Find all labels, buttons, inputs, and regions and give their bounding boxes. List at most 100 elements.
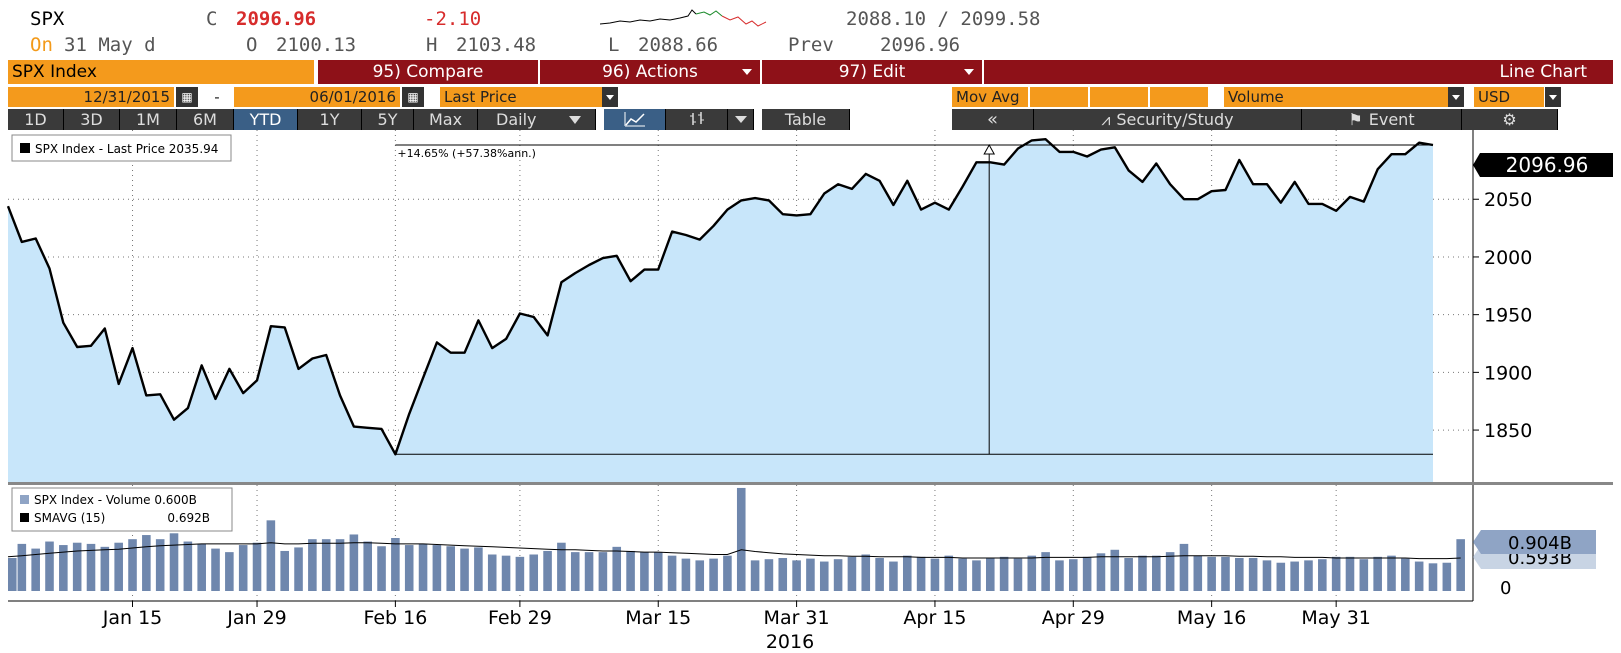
volume-bar: [1345, 556, 1355, 591]
high-label: H: [426, 34, 438, 56]
quote-date: 31 May d: [64, 34, 156, 56]
chevron-down-icon[interactable]: [1545, 87, 1561, 107]
volume-legend-label: SPX Index - Volume 0.600B: [34, 493, 197, 507]
y-tick-label: 1850: [1484, 420, 1532, 442]
volume-bar: [252, 542, 262, 591]
volume-bar: [1276, 562, 1286, 591]
intraday-sparkline: [600, 9, 767, 27]
volume-bar: [640, 552, 649, 591]
line-chart-button[interactable]: [604, 109, 666, 130]
price-field-select[interactable]: Last Price: [440, 87, 602, 107]
volume-bar: [72, 542, 82, 591]
calendar-icon[interactable]: ▦: [402, 87, 424, 107]
event-button[interactable]: ⚑ Event: [1302, 109, 1462, 130]
mov-avg-param-2[interactable]: [1090, 87, 1148, 107]
chevron-down-icon[interactable]: [1448, 87, 1464, 107]
period-button-6m[interactable]: 6M: [177, 109, 234, 130]
mov-avg-select[interactable]: Mov Avg: [952, 87, 1028, 107]
y-tick-label: 2050: [1484, 189, 1532, 211]
volume-bar: [985, 558, 995, 591]
volume-bar: [999, 556, 1009, 591]
volume-bar: [612, 546, 622, 591]
security-study-button[interactable]: ⩘ Security/Study: [1034, 109, 1302, 130]
volume-bar: [404, 545, 414, 591]
volume-bar: [584, 552, 594, 591]
actions-menu[interactable]: 96) Actions: [540, 60, 760, 84]
volume-bar: [916, 556, 926, 591]
volume-bar: [1262, 560, 1272, 591]
last-volume-value: 0.904B: [1508, 533, 1572, 554]
security-label: SPX Index: [12, 62, 97, 82]
settings-button[interactable]: ⚙: [1462, 109, 1558, 130]
prev-label: Prev: [788, 34, 834, 56]
volume-bar: [308, 539, 317, 591]
period-button-max[interactable]: Max: [414, 109, 478, 130]
smavg-line: [7, 542, 1461, 560]
period-button-ytd[interactable]: YTD: [234, 109, 298, 130]
mov-avg-param-1[interactable]: [1030, 87, 1088, 107]
volume-bar: [197, 543, 206, 591]
frequency-label: Daily: [496, 110, 537, 129]
price-legend: SPX Index - Last Price 2035.94: [11, 134, 232, 162]
price-area-fill: [8, 139, 1433, 482]
change-value: -2.10: [424, 8, 482, 30]
x-tick-label: Mar 31: [764, 607, 830, 629]
volume-bar: [1027, 555, 1037, 591]
period-button-3d[interactable]: 3D: [64, 109, 120, 130]
period-button-1m[interactable]: 1M: [120, 109, 177, 130]
period-button-5y[interactable]: 5Y: [362, 109, 414, 130]
volume-bar: [460, 548, 469, 591]
start-date-field[interactable]: 12/31/2015: [8, 87, 174, 107]
volume-select[interactable]: Volume: [1224, 87, 1448, 107]
volume-bar: [709, 558, 718, 591]
volume-bar: [1193, 555, 1203, 591]
volume-bar: [155, 539, 165, 591]
bar-chart-button[interactable]: [666, 109, 728, 130]
chart-style-dropdown[interactable]: [728, 109, 754, 130]
end-date-field[interactable]: 06/01/2016: [234, 87, 400, 107]
year-label: 2016: [766, 631, 814, 653]
compare-menu[interactable]: 95) Compare: [318, 60, 538, 84]
volume-bar: [321, 539, 331, 591]
volume-bar: [598, 552, 608, 591]
volume-bar: [474, 547, 483, 591]
volume-bar: [1304, 560, 1313, 591]
price-legend-label: SPX Index - Last Price 2035.94: [35, 142, 218, 156]
price-y-axis: 1850 1900 1950 2000 2050: [1473, 189, 1532, 442]
volume-bar: [1442, 562, 1452, 591]
volume-bar: [792, 560, 801, 591]
gear-icon: ⚙: [1502, 110, 1517, 129]
volume-bar: [1110, 549, 1120, 591]
volume-bar: [681, 558, 691, 591]
volume-bar: [819, 561, 829, 591]
currency-select[interactable]: USD: [1474, 87, 1544, 107]
volume-checkbox-area[interactable]: [1210, 87, 1222, 107]
chevron-down-icon[interactable]: [602, 87, 618, 107]
volume-bar: [972, 560, 981, 591]
x-tick-label: Jan 15: [102, 607, 163, 629]
table-button[interactable]: Table: [762, 109, 850, 130]
range-dash: -: [202, 87, 232, 107]
period-button-1y[interactable]: 1Y: [298, 109, 362, 130]
frequency-select[interactable]: Daily: [478, 109, 596, 130]
chart-type-menu[interactable]: Line Chart: [984, 60, 1613, 84]
volume-bar: [280, 550, 289, 591]
security-field[interactable]: SPX Index: [8, 60, 314, 84]
smavg-legend-value: 0.692B: [167, 511, 210, 525]
triangle-down-icon: [569, 116, 581, 124]
volume-bar: [570, 552, 580, 591]
volume-bar: [266, 520, 276, 591]
currency-checkbox-area[interactable]: [1466, 87, 1474, 107]
calendar-icon[interactable]: ▦: [176, 87, 198, 107]
mov-avg-param-3[interactable]: [1150, 87, 1208, 107]
volume-bar: [1414, 561, 1424, 591]
volume-bar: [1013, 558, 1023, 591]
period-button-1d[interactable]: 1D: [8, 109, 64, 130]
volume-bar: [764, 559, 774, 591]
volume-bar: [1387, 555, 1396, 591]
collapse-button[interactable]: «: [952, 109, 1034, 130]
field-checkbox-area[interactable]: [426, 87, 438, 107]
edit-menu[interactable]: 97) Edit: [762, 60, 982, 84]
line-chart-icon: [624, 112, 645, 127]
volume-bar: [1165, 552, 1175, 591]
